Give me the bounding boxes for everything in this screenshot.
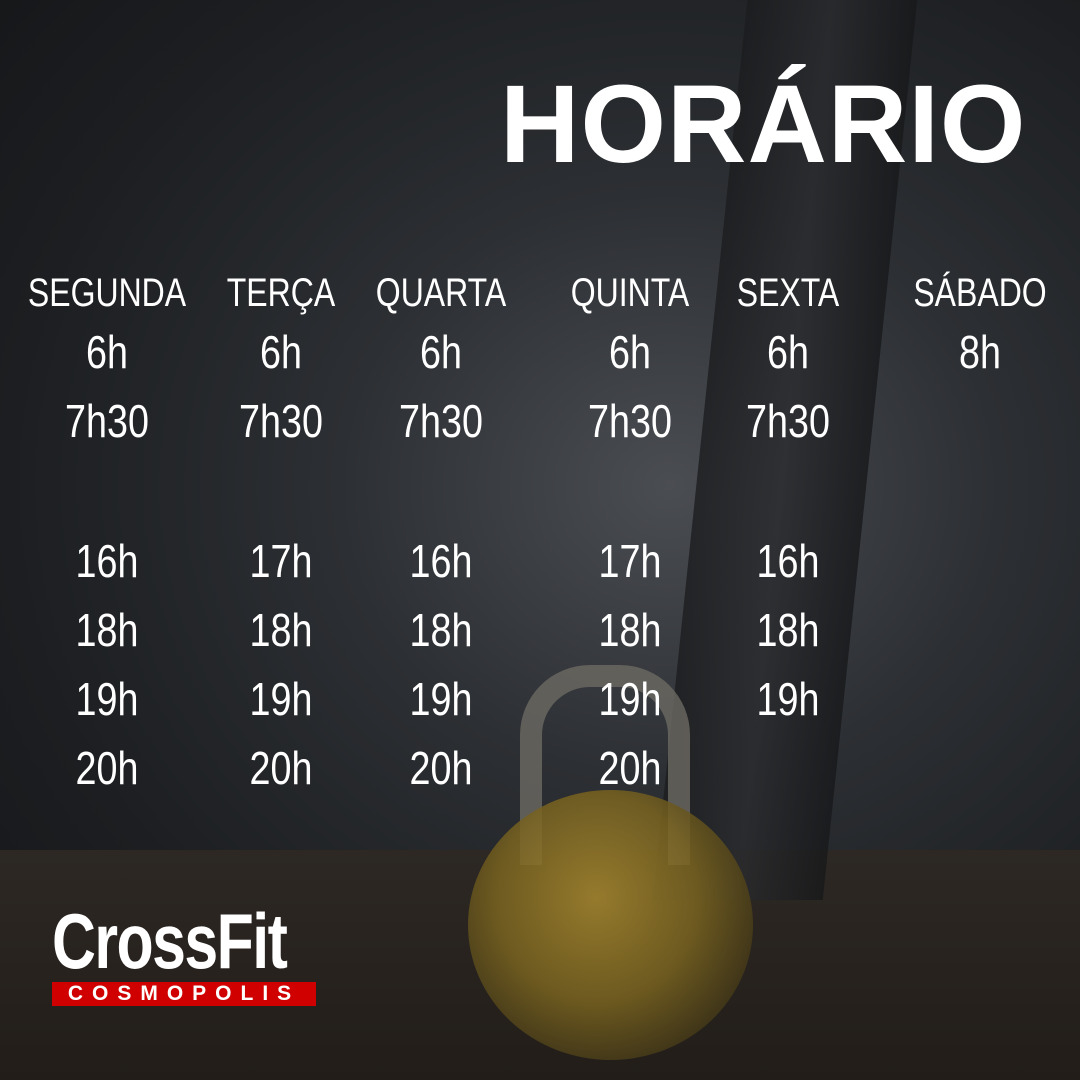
day-column: SEXTA 6h 7h30 16h 18h 19h	[688, 268, 888, 803]
day-column: QUINTA 6h 7h30 17h 18h 19h 20h	[530, 268, 730, 803]
time-slot: 19h	[249, 673, 313, 725]
time-slot: 6h	[609, 326, 651, 378]
day-label: SEGUNDA	[27, 271, 187, 315]
day-label: SÁBADO	[913, 271, 1047, 315]
time-slot: 18h	[409, 604, 473, 656]
time-slot: 7h30	[239, 395, 323, 447]
time-slot: 18h	[756, 604, 820, 656]
time-slot	[898, 387, 1062, 456]
time-slot: 19h	[756, 673, 820, 725]
time-slot: 7h30	[588, 395, 672, 447]
day-column: SÁBADO 8h	[880, 268, 1080, 803]
time-slot: 7h30	[65, 395, 149, 447]
time-slot: 16h	[409, 535, 473, 587]
time-slot: 19h	[75, 673, 139, 725]
time-slot: 6h	[86, 326, 128, 378]
time-slot: 6h	[767, 326, 809, 378]
time-slot	[898, 527, 1062, 596]
logo-sub-text: COSMOPOLIS	[52, 982, 316, 1006]
time-slot: 6h	[260, 326, 302, 378]
day-label: SEXTA	[736, 271, 840, 315]
day-column: TERÇA 6h 7h30 17h 18h 19h 20h	[181, 268, 381, 803]
time-slot: 16h	[75, 535, 139, 587]
time-slot: 16h	[756, 535, 820, 587]
day-column: QUARTA 6h 7h30 16h 18h 19h 20h	[341, 268, 541, 803]
time-slot	[898, 665, 1062, 734]
time-slot: 19h	[409, 673, 473, 725]
time-slot	[898, 734, 1062, 803]
time-slot: 18h	[75, 604, 139, 656]
day-label: TERÇA	[226, 271, 336, 315]
time-slot: 8h	[959, 326, 1001, 378]
time-slot: 20h	[249, 742, 313, 794]
time-slot: 7h30	[746, 395, 830, 447]
logo-main-text: CrossFit	[52, 897, 288, 985]
page-title: HORÁRIO	[500, 63, 1027, 186]
time-slot	[706, 734, 870, 803]
time-slot: 20h	[409, 742, 473, 794]
time-slot: 7h30	[399, 395, 483, 447]
crossfit-cosmopolis-logo: CrossFit COSMOPOLIS	[52, 902, 316, 1006]
kettlebell-image	[468, 790, 753, 1060]
day-column: SEGUNDA 6h 7h30 16h 18h 19h 20h	[7, 268, 207, 803]
time-slot: 17h	[598, 535, 662, 587]
day-label: QUARTA	[375, 271, 507, 315]
time-slot: 19h	[598, 673, 662, 725]
time-slot: 20h	[75, 742, 139, 794]
time-slot: 20h	[598, 742, 662, 794]
day-label: QUINTA	[570, 271, 690, 315]
time-slot: 18h	[249, 604, 313, 656]
time-slot	[898, 596, 1062, 665]
time-slot: 6h	[420, 326, 462, 378]
time-slot: 18h	[598, 604, 662, 656]
time-slot: 17h	[249, 535, 313, 587]
